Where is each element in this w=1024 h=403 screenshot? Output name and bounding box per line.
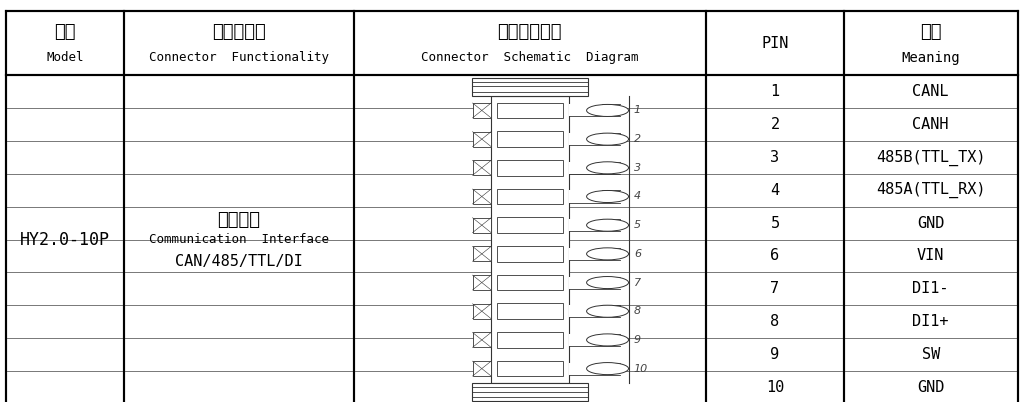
Ellipse shape: [587, 133, 629, 145]
Text: 5: 5: [770, 216, 779, 231]
Text: GND: GND: [918, 216, 944, 231]
Bar: [472, 103, 492, 118]
Text: 4: 4: [770, 183, 779, 198]
Bar: [568, 162, 601, 174]
Text: 接插件示意图: 接插件示意图: [498, 23, 562, 41]
Ellipse shape: [587, 276, 629, 289]
Bar: [472, 361, 492, 376]
Bar: [568, 305, 601, 317]
Text: Connector  Functionality: Connector Functionality: [148, 51, 329, 64]
Ellipse shape: [587, 219, 629, 231]
Bar: [472, 246, 492, 261]
Bar: [568, 191, 601, 203]
Text: 9: 9: [634, 335, 641, 345]
Text: GND: GND: [918, 380, 944, 395]
Bar: [472, 160, 492, 175]
Bar: [497, 246, 563, 262]
Text: DI1+: DI1+: [912, 314, 949, 329]
Ellipse shape: [587, 248, 629, 260]
Bar: [568, 219, 601, 231]
Ellipse shape: [587, 334, 629, 346]
Bar: [568, 334, 601, 346]
Text: 7: 7: [770, 281, 779, 296]
Bar: [472, 275, 492, 290]
Bar: [568, 248, 601, 260]
Bar: [472, 304, 492, 319]
Bar: [497, 160, 563, 176]
Text: 9: 9: [770, 347, 779, 362]
Text: Model: Model: [46, 51, 84, 64]
Text: 485A(TTL_RX): 485A(TTL_RX): [876, 182, 985, 198]
Bar: [472, 332, 492, 347]
Bar: [472, 383, 588, 401]
Bar: [497, 361, 563, 376]
Text: 1: 1: [770, 84, 779, 99]
Bar: [497, 332, 563, 348]
Text: 接插件功能: 接插件功能: [212, 23, 265, 41]
Bar: [497, 131, 563, 147]
Bar: [472, 218, 492, 233]
Text: Meaning: Meaning: [901, 50, 961, 64]
Bar: [497, 303, 563, 319]
Ellipse shape: [587, 104, 629, 116]
Text: 2: 2: [634, 134, 641, 144]
Text: VIN: VIN: [918, 248, 944, 264]
Bar: [497, 102, 563, 118]
Ellipse shape: [587, 191, 629, 203]
Text: 485B(TTL_TX): 485B(TTL_TX): [876, 150, 985, 166]
Bar: [568, 133, 601, 145]
Text: 6: 6: [770, 248, 779, 264]
Text: 8: 8: [770, 314, 779, 329]
Text: HY2.0-10P: HY2.0-10P: [20, 231, 111, 249]
Text: 10: 10: [634, 364, 648, 374]
Text: CANH: CANH: [912, 117, 949, 132]
Text: PIN: PIN: [761, 36, 788, 51]
Text: SW: SW: [922, 347, 940, 362]
Text: 6: 6: [634, 249, 641, 259]
Bar: [568, 363, 601, 375]
Text: CAN/485/TTL/DI: CAN/485/TTL/DI: [175, 254, 303, 269]
Text: 10: 10: [766, 380, 784, 395]
Text: 3: 3: [634, 163, 641, 173]
Bar: [497, 275, 563, 291]
Text: 含义: 含义: [920, 23, 941, 41]
Bar: [492, 96, 568, 383]
Ellipse shape: [587, 305, 629, 317]
Text: 3: 3: [770, 150, 779, 165]
Bar: [472, 132, 492, 147]
Text: 7: 7: [634, 278, 641, 288]
Bar: [472, 78, 588, 96]
Bar: [497, 189, 563, 204]
Text: Connector  Schematic  Diagram: Connector Schematic Diagram: [421, 51, 639, 64]
Text: 型号: 型号: [54, 23, 76, 41]
Text: Communication  Interface: Communication Interface: [148, 233, 329, 246]
Bar: [497, 217, 563, 233]
Ellipse shape: [587, 363, 629, 375]
Text: 1: 1: [634, 106, 641, 115]
Text: 5: 5: [634, 220, 641, 230]
Text: 2: 2: [770, 117, 779, 132]
Text: 通讯接口: 通讯接口: [217, 210, 260, 229]
Text: DI1-: DI1-: [912, 281, 949, 296]
Bar: [568, 276, 601, 289]
Bar: [568, 104, 601, 116]
Text: 8: 8: [634, 306, 641, 316]
Text: 4: 4: [634, 191, 641, 202]
Text: CANL: CANL: [912, 84, 949, 99]
Ellipse shape: [587, 162, 629, 174]
Bar: [472, 189, 492, 204]
